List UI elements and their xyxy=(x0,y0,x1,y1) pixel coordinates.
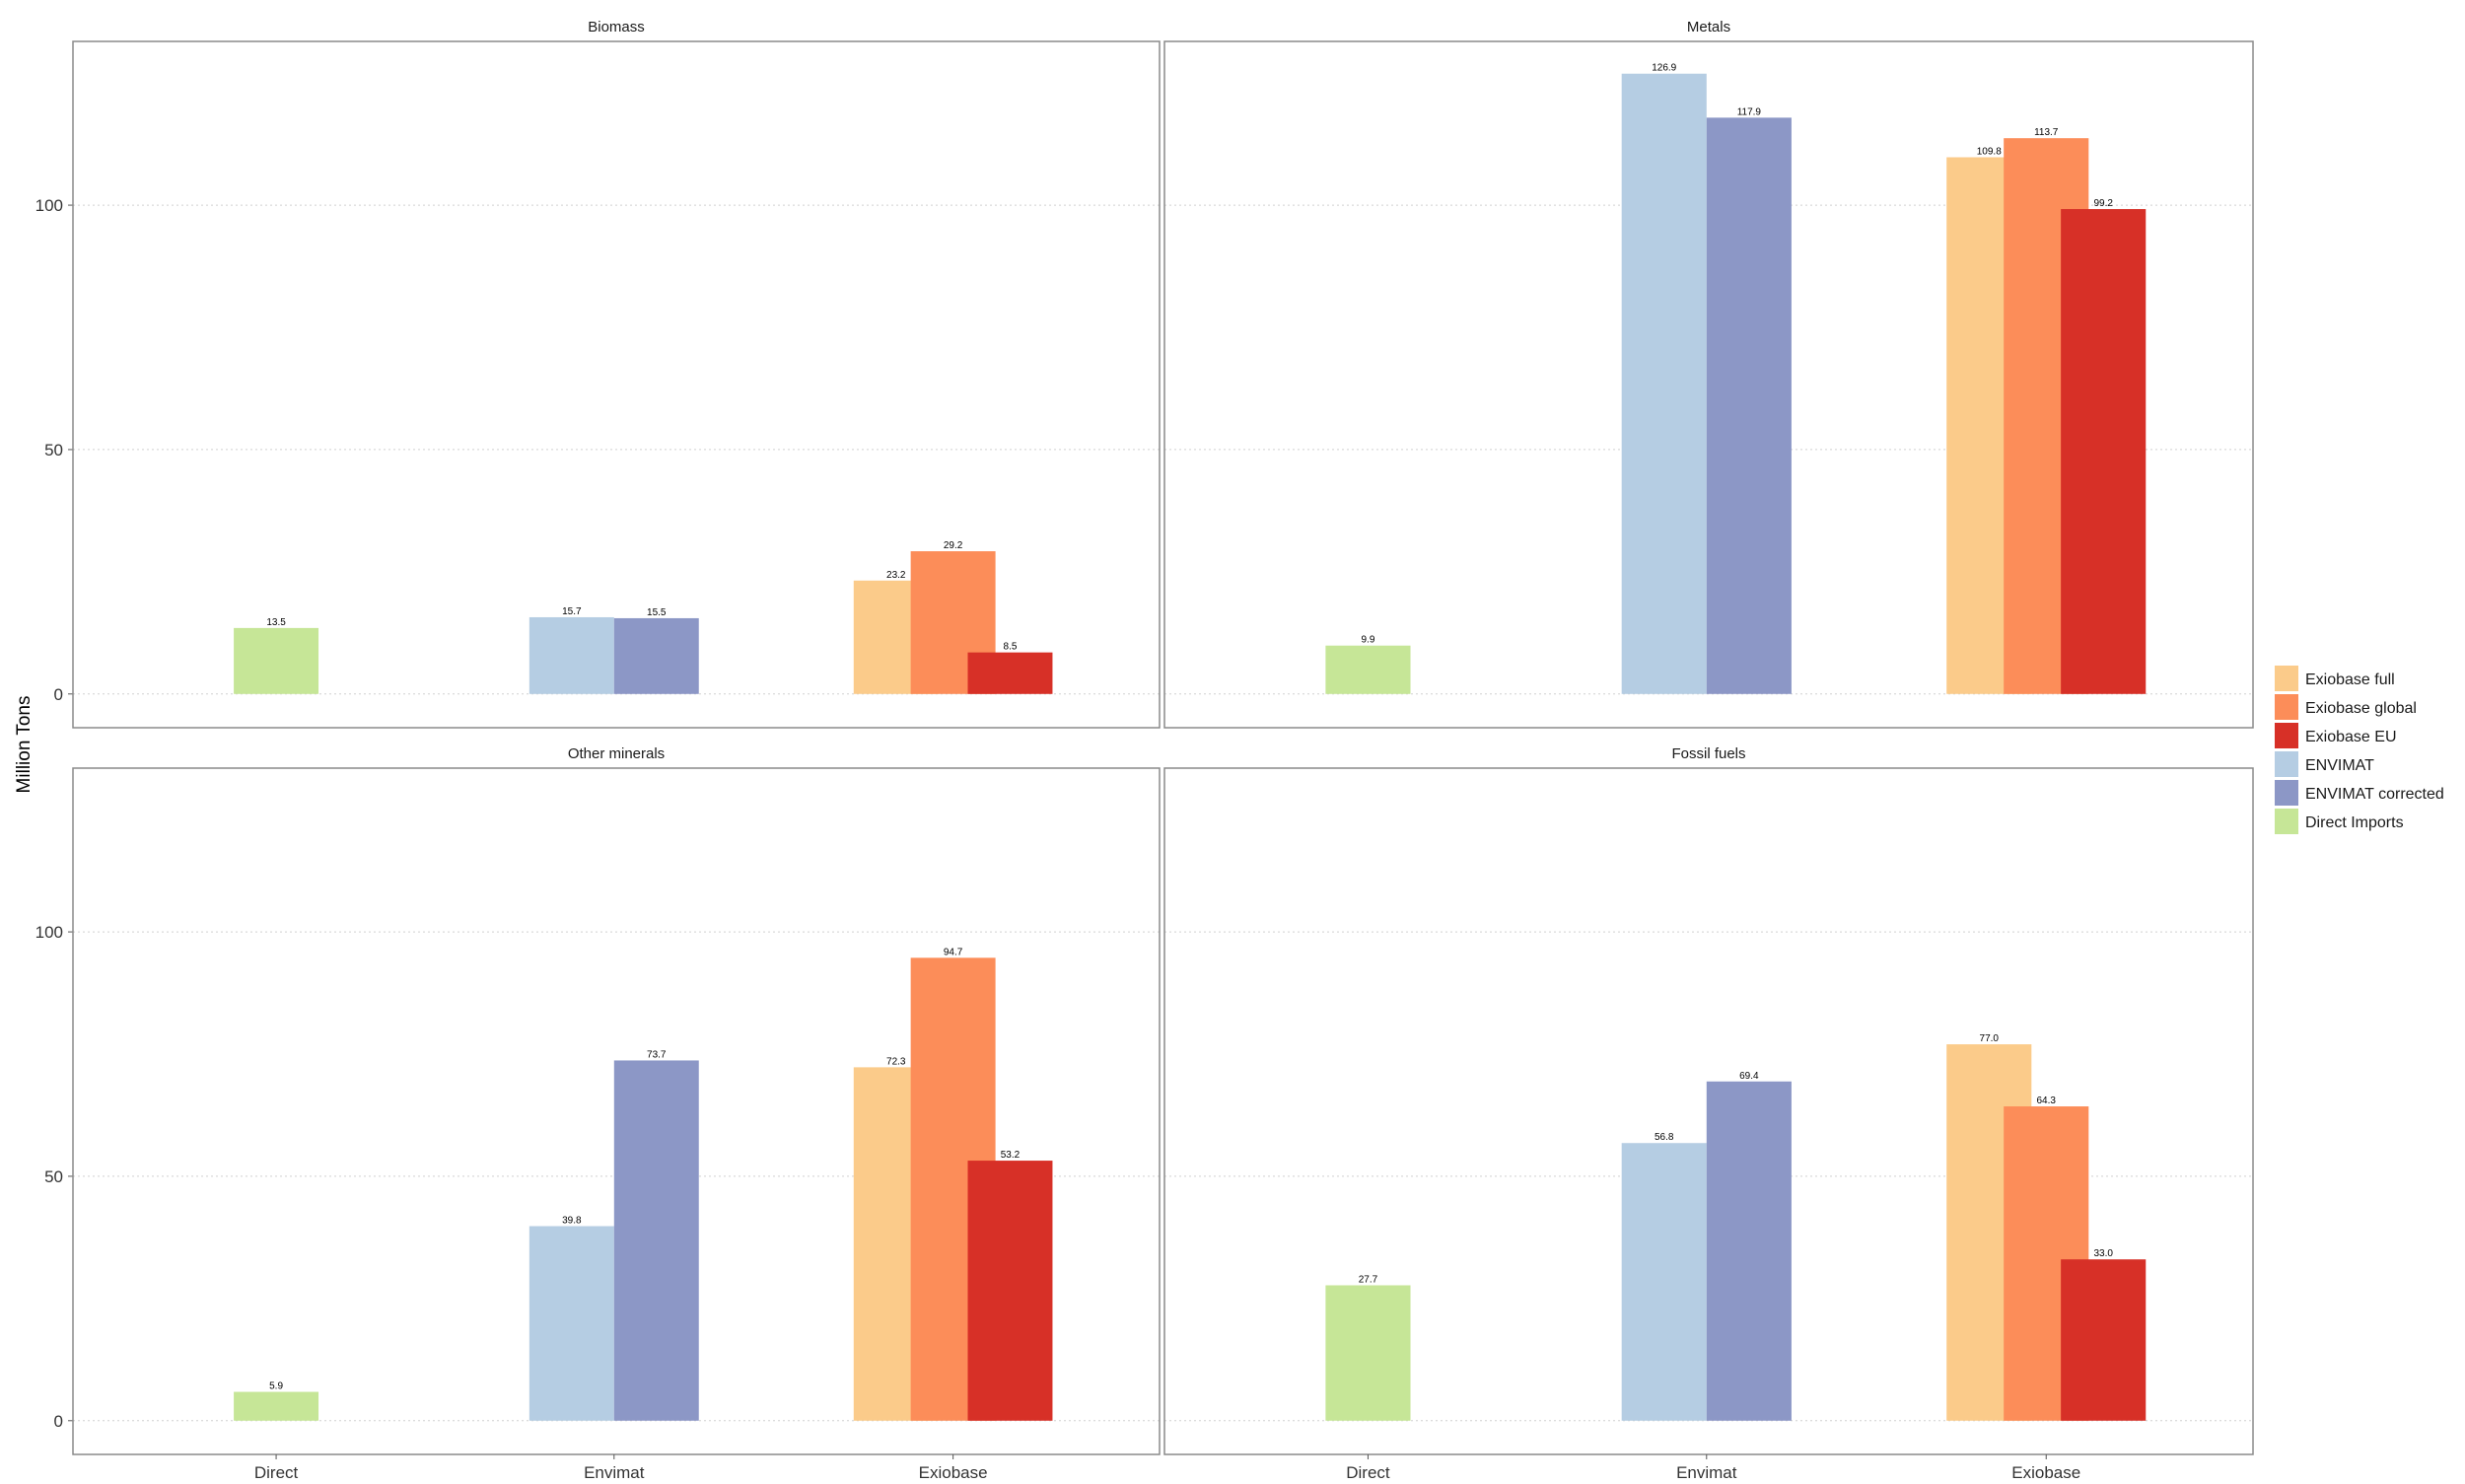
panel-border xyxy=(1163,40,2254,729)
legend-swatch-direct-imports xyxy=(2275,809,2298,834)
bar-envimat xyxy=(1621,73,1707,694)
data-label: 8.5 xyxy=(1004,642,1018,653)
bar-envimat xyxy=(528,1226,614,1421)
panel-fossil-fuels: Fossil fuels 27.7 56.8 69.4 77.0 64.3 33.0 Dire… xyxy=(1163,745,2254,1482)
bar-exiobase-eu xyxy=(2061,209,2147,694)
bar-exiobase-eu xyxy=(967,652,1053,694)
bar-envimat xyxy=(528,616,614,694)
data-label: 77.0 xyxy=(1980,1033,2000,1044)
legend-swatch-exiobase-eu xyxy=(2275,723,2298,748)
legend-label: Exiobase EU xyxy=(2305,729,2397,745)
data-label: 64.3 xyxy=(2037,1095,2057,1106)
panel-metals: Metals 9.9 126.9 117.9 109.8 113.7 99.2 xyxy=(1163,19,2254,729)
panel-other-minerals: Other minerals 0 50 100 5.9 39.8 73.7 72.3 94.7 5… xyxy=(35,745,1161,1482)
data-label: 39.8 xyxy=(562,1215,582,1226)
data-label: 73.7 xyxy=(647,1049,667,1060)
data-label: 109.8 xyxy=(1977,146,2002,157)
panel-title: Other minerals xyxy=(568,745,665,762)
panel-title: Biomass xyxy=(588,19,645,35)
y-tick-label: 100 xyxy=(35,196,63,215)
panel-title: Fossil fuels xyxy=(1671,745,1745,762)
data-label: 126.9 xyxy=(1652,63,1676,74)
bar-envimat-corrected xyxy=(613,617,699,694)
legend-swatch-envimat-corrected xyxy=(2275,780,2298,806)
bar-direct-imports xyxy=(1325,645,1411,694)
panel-border xyxy=(72,767,1161,1455)
x-tick-label: Direct xyxy=(1346,1463,1390,1479)
bar-envimat-corrected xyxy=(1706,117,1792,694)
data-label: 5.9 xyxy=(269,1381,283,1392)
x-tick-label: Direct xyxy=(254,1463,299,1479)
y-axis-label: Million Tons xyxy=(14,696,35,794)
bar-envimat-corrected xyxy=(1706,1081,1792,1421)
legend-swatch-envimat xyxy=(2275,751,2298,777)
legend-label: ENVIMAT xyxy=(2305,757,2374,774)
y-tick-label: 50 xyxy=(44,1167,63,1186)
panel-title: Metals xyxy=(1687,19,1730,35)
x-tick-label: Exiobase xyxy=(919,1463,988,1479)
legend-label: Direct Imports xyxy=(2305,814,2404,831)
y-tick-label: 0 xyxy=(54,685,63,704)
data-label: 117.9 xyxy=(1737,106,1762,117)
data-label: 113.7 xyxy=(2034,127,2059,138)
data-label: 29.2 xyxy=(944,540,963,551)
x-tick-label: Envimat xyxy=(1676,1463,1737,1479)
data-label: 15.7 xyxy=(562,606,582,617)
bar-envimat xyxy=(1621,1143,1707,1421)
data-label: 94.7 xyxy=(944,947,963,957)
legend: Exiobase full Exiobase global Exiobase EU E… xyxy=(2275,666,2444,834)
panel-border xyxy=(72,40,1161,729)
data-label: 69.4 xyxy=(1739,1071,1759,1082)
bar-exiobase-eu xyxy=(967,1161,1053,1421)
bar-envimat-corrected xyxy=(613,1060,699,1421)
data-label: 15.5 xyxy=(647,607,667,618)
data-label: 72.3 xyxy=(886,1056,906,1067)
bar-direct-imports xyxy=(1325,1285,1411,1421)
bar-exiobase-eu xyxy=(2061,1259,2147,1421)
y-tick-label: 50 xyxy=(44,441,63,459)
legend-label: ENVIMAT corrected xyxy=(2305,786,2444,803)
bar-direct-imports xyxy=(234,1391,319,1421)
bar-direct-imports xyxy=(234,627,319,694)
data-label: 56.8 xyxy=(1655,1132,1674,1143)
legend-label: Exiobase global xyxy=(2305,700,2417,717)
y-tick-label: 100 xyxy=(35,923,63,942)
x-tick-label: Envimat xyxy=(584,1463,645,1479)
legend-label: Exiobase full xyxy=(2305,671,2395,688)
panel-border xyxy=(1163,767,2254,1455)
panel-biomass: Biomass 0 50 100 13.5 15.7 15.5 23.2 29.2 8.5 xyxy=(35,19,1161,729)
data-label: 23.2 xyxy=(886,570,906,581)
x-tick-label: Exiobase xyxy=(2011,1463,2080,1479)
y-tick-label: 0 xyxy=(54,1412,63,1431)
data-label: 99.2 xyxy=(2093,198,2113,209)
data-label: 33.0 xyxy=(2093,1248,2113,1259)
data-label: 13.5 xyxy=(266,617,286,628)
legend-swatch-exiobase-full xyxy=(2275,666,2298,691)
legend-swatch-exiobase-global xyxy=(2275,694,2298,720)
data-label: 9.9 xyxy=(1361,635,1374,646)
data-label: 53.2 xyxy=(1001,1150,1021,1161)
data-label: 27.7 xyxy=(1359,1274,1378,1285)
